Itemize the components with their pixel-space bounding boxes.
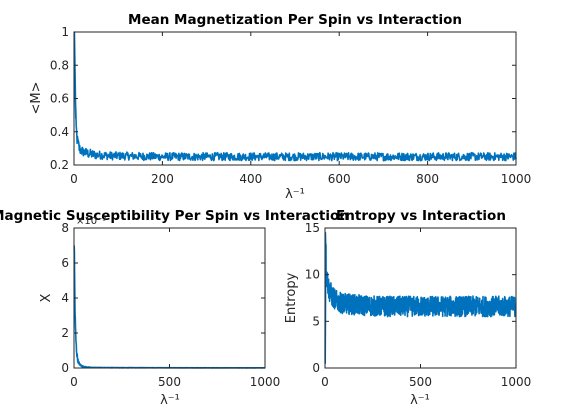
magnetization-xtick-label: 400 xyxy=(239,172,262,186)
magnetization-ytick-label: 0.2 xyxy=(50,158,69,172)
susceptibility-ytick-label: 0 xyxy=(61,361,69,375)
susceptibility-axes-box xyxy=(73,227,266,369)
magnetization-xlabel: λ⁻¹ xyxy=(285,187,305,202)
magnetization-ytick-label: 1 xyxy=(61,25,69,39)
susceptibility-xlabel: λ⁻¹ xyxy=(160,393,180,408)
susceptibility-ylabel: X xyxy=(39,293,54,302)
magnetization-ticks: 0 200 400 600 800 1000 0.2 0.4 0.6 0.8 1 xyxy=(50,25,531,186)
entropy-ylabel: Entropy xyxy=(284,272,299,323)
entropy-ytick-label: 0 xyxy=(312,361,320,375)
entropy-xtick-label: 500 xyxy=(409,375,432,389)
entropy-xtick-label: 1000 xyxy=(501,375,532,389)
magnetization-series-line xyxy=(73,31,517,162)
susceptibility-ytick-label: 6 xyxy=(61,256,69,270)
magnetization-xtick-label: 600 xyxy=(328,172,351,186)
magnetization-xtick-label: 0 xyxy=(70,172,78,186)
susceptibility-ytick-label: 8 xyxy=(61,221,69,235)
entropy-ytick-label: 15 xyxy=(305,221,320,235)
magnetization-ytick-label: 0.8 xyxy=(50,58,69,72)
entropy-ticks: 0 500 1000 0 5 10 15 xyxy=(305,221,532,389)
magnetization-xtick-label: 1000 xyxy=(501,172,532,186)
magnetization-plot: Mean Magnetization Per Spin vs Interacti… xyxy=(29,12,531,202)
magnetization-title: Mean Magnetization Per Spin vs Interacti… xyxy=(128,12,462,28)
susceptibility-exponent: ×10⁻³ xyxy=(76,216,106,227)
susceptibility-ytick-label: 4 xyxy=(61,291,69,305)
magnetization-ytick-label: 0.6 xyxy=(50,92,69,106)
susceptibility-plot: Magnetic Susceptibility Per Spin vs Inte… xyxy=(0,208,349,408)
magnetization-xtick-label: 800 xyxy=(416,172,439,186)
susceptibility-xtick-label: 500 xyxy=(158,375,181,389)
entropy-xtick-label: 0 xyxy=(321,375,329,389)
susceptibility-ticks: 0 500 1000 0 2 4 6 8 xyxy=(61,221,280,389)
entropy-ytick-label: 5 xyxy=(312,314,320,328)
entropy-plot: Entropy vs Interaction 0 500 1000 0 5 10 15 λ⁻… xyxy=(284,208,531,408)
entropy-series-layer xyxy=(324,231,517,365)
susceptibility-xtick-label: 1000 xyxy=(250,375,281,389)
susceptibility-title: Magnetic Susceptibility Per Spin vs Inte… xyxy=(0,208,349,224)
entropy-ytick-label: 10 xyxy=(305,268,320,282)
magnetization-axes-box xyxy=(73,31,517,166)
magnetization-ytick-label: 0.4 xyxy=(50,125,69,139)
susceptibility-series-layer xyxy=(73,245,266,369)
magnetization-series-layer xyxy=(73,31,517,162)
susceptibility-ytick-label: 2 xyxy=(61,326,69,340)
magnetization-xtick-label: 200 xyxy=(151,172,174,186)
susceptibility-series-line xyxy=(73,245,266,369)
entropy-title: Entropy vs Interaction xyxy=(336,208,506,224)
susceptibility-xtick-label: 0 xyxy=(70,375,78,389)
entropy-xlabel: λ⁻¹ xyxy=(410,393,430,408)
magnetization-ylabel: <M> xyxy=(29,81,44,114)
entropy-series-line xyxy=(324,231,517,365)
